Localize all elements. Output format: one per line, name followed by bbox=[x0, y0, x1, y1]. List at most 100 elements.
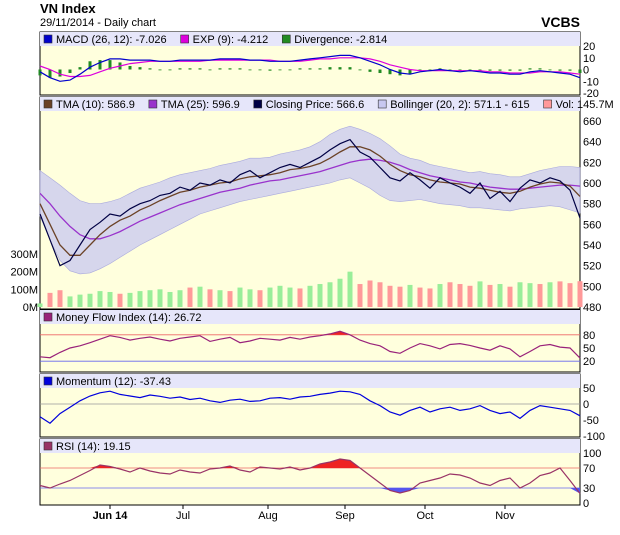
divergence-bar bbox=[478, 69, 482, 71]
volume-bar bbox=[417, 287, 423, 307]
volume-bar bbox=[517, 282, 523, 307]
volume-bar bbox=[137, 291, 143, 307]
volume-bar bbox=[547, 282, 553, 307]
volume-bar bbox=[447, 282, 453, 307]
tma10-line bbox=[39, 146, 581, 256]
divergence-bar bbox=[48, 69, 52, 78]
price-tick: 660 bbox=[583, 116, 601, 128]
volume-bar bbox=[387, 285, 393, 307]
volume-bar bbox=[477, 281, 483, 307]
divergence-bar bbox=[558, 69, 562, 71]
volume-bar bbox=[497, 284, 503, 307]
legend-label: Divergence: -2.814 bbox=[294, 34, 387, 46]
legend-label: Vol: 145.7M bbox=[556, 99, 614, 111]
volume-bar bbox=[177, 290, 183, 307]
volume-bar bbox=[557, 281, 563, 307]
x-tick-label: Jun 14 bbox=[93, 510, 129, 522]
divergence-bar bbox=[138, 67, 142, 70]
legend-label: Momentum (12): -37.43 bbox=[56, 376, 171, 388]
divergence-bar bbox=[108, 60, 112, 70]
divergence-bar bbox=[178, 68, 182, 70]
indicator-tick: 0 bbox=[583, 498, 589, 510]
legend-swatch bbox=[253, 99, 263, 109]
volume-tick: 200M bbox=[10, 267, 38, 279]
legend-swatch bbox=[43, 34, 53, 44]
divergence-bar bbox=[468, 69, 472, 71]
legend-label: TMA (25): 596.9 bbox=[161, 99, 240, 111]
divergence-bar bbox=[378, 69, 382, 74]
divergence-bar bbox=[258, 69, 262, 71]
volume-tick: 300M bbox=[10, 249, 38, 261]
legend-swatch bbox=[43, 312, 53, 322]
divergence-bar bbox=[228, 68, 232, 70]
volume-bar bbox=[257, 290, 263, 307]
divergence-bar bbox=[518, 69, 522, 71]
divergence-bar bbox=[208, 69, 212, 71]
chart-header: VN Index 29/11/2014 - Daily chart VCBS bbox=[0, 0, 620, 32]
divergence-bar bbox=[148, 68, 152, 70]
legend-label: Bollinger (20, 2): 571.1 - 615 bbox=[390, 99, 529, 111]
volume-bar bbox=[167, 291, 173, 307]
volume-bar bbox=[97, 291, 103, 307]
volume-bar bbox=[397, 286, 403, 307]
legend-label: EXP (9): -4.212 bbox=[193, 34, 269, 46]
volume-bar bbox=[317, 284, 323, 307]
divergence-bar bbox=[268, 69, 272, 71]
legend-label: Closing Price: 566.6 bbox=[266, 99, 364, 111]
price-tick: 560 bbox=[583, 219, 601, 231]
divergence-bar bbox=[88, 61, 92, 70]
volume-bar bbox=[187, 287, 193, 307]
exp-line bbox=[39, 57, 581, 78]
legend-bar bbox=[40, 310, 580, 324]
legend-swatch bbox=[377, 99, 387, 109]
legend-swatch bbox=[43, 376, 53, 386]
volume-bar bbox=[277, 285, 283, 307]
divergence-bar bbox=[388, 69, 392, 75]
tma25-line bbox=[39, 158, 581, 240]
price-tick: 540 bbox=[583, 240, 601, 252]
indicator-line bbox=[39, 330, 581, 359]
volume-bar bbox=[107, 291, 113, 307]
volume-bar bbox=[367, 280, 373, 307]
divergence-bar bbox=[538, 68, 542, 70]
price-tick: 500 bbox=[583, 281, 601, 293]
divergence-bar bbox=[458, 69, 462, 71]
volume-bar bbox=[197, 286, 203, 307]
threshold-fill bbox=[340, 459, 350, 468]
price-tick: 480 bbox=[583, 302, 601, 314]
indicator-tick: 80 bbox=[583, 330, 595, 342]
volume-bar bbox=[567, 283, 573, 307]
volume-bar bbox=[377, 282, 383, 307]
divergence-bar bbox=[578, 69, 582, 74]
brand-label: VCBS bbox=[541, 14, 580, 30]
volume-bar bbox=[87, 293, 93, 307]
divergence-bar bbox=[368, 69, 372, 72]
volume-bar bbox=[57, 290, 63, 307]
divergence-bar bbox=[278, 69, 282, 71]
legend-label: RSI (14): 19.15 bbox=[56, 441, 131, 453]
divergence-bar bbox=[78, 67, 82, 70]
divergence-bar bbox=[498, 69, 502, 71]
volume-bar bbox=[287, 287, 293, 307]
legend-swatch bbox=[180, 34, 189, 44]
volume-tick: 0M bbox=[23, 302, 38, 314]
volume-bar bbox=[67, 296, 73, 307]
divergence-bar bbox=[308, 68, 312, 70]
chart-title: VN Index bbox=[40, 1, 96, 16]
indicator-tick: -100 bbox=[583, 431, 605, 443]
volume-bar bbox=[407, 284, 413, 307]
volume-bar bbox=[307, 285, 313, 307]
bollinger-band bbox=[39, 125, 581, 275]
divergence-bar bbox=[448, 69, 452, 71]
legend-swatch bbox=[281, 34, 291, 44]
threshold-fill bbox=[400, 488, 410, 493]
legend-bar bbox=[40, 439, 580, 453]
macd-tick: -10 bbox=[583, 76, 599, 88]
legend-bar bbox=[40, 97, 580, 111]
divergence-bar bbox=[298, 68, 302, 70]
price-tick: 580 bbox=[583, 199, 601, 211]
volume-bar bbox=[267, 287, 273, 307]
indicator-tick: 100 bbox=[583, 448, 601, 460]
indicator-line bbox=[39, 390, 581, 424]
